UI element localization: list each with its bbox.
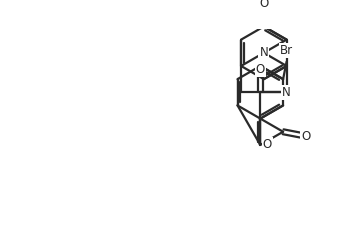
Text: O: O	[301, 130, 310, 143]
Text: Br: Br	[280, 44, 293, 57]
Text: N: N	[259, 46, 268, 59]
Text: O: O	[256, 63, 265, 76]
Text: O: O	[263, 138, 272, 151]
Text: N: N	[282, 86, 291, 99]
Text: O: O	[259, 0, 268, 10]
